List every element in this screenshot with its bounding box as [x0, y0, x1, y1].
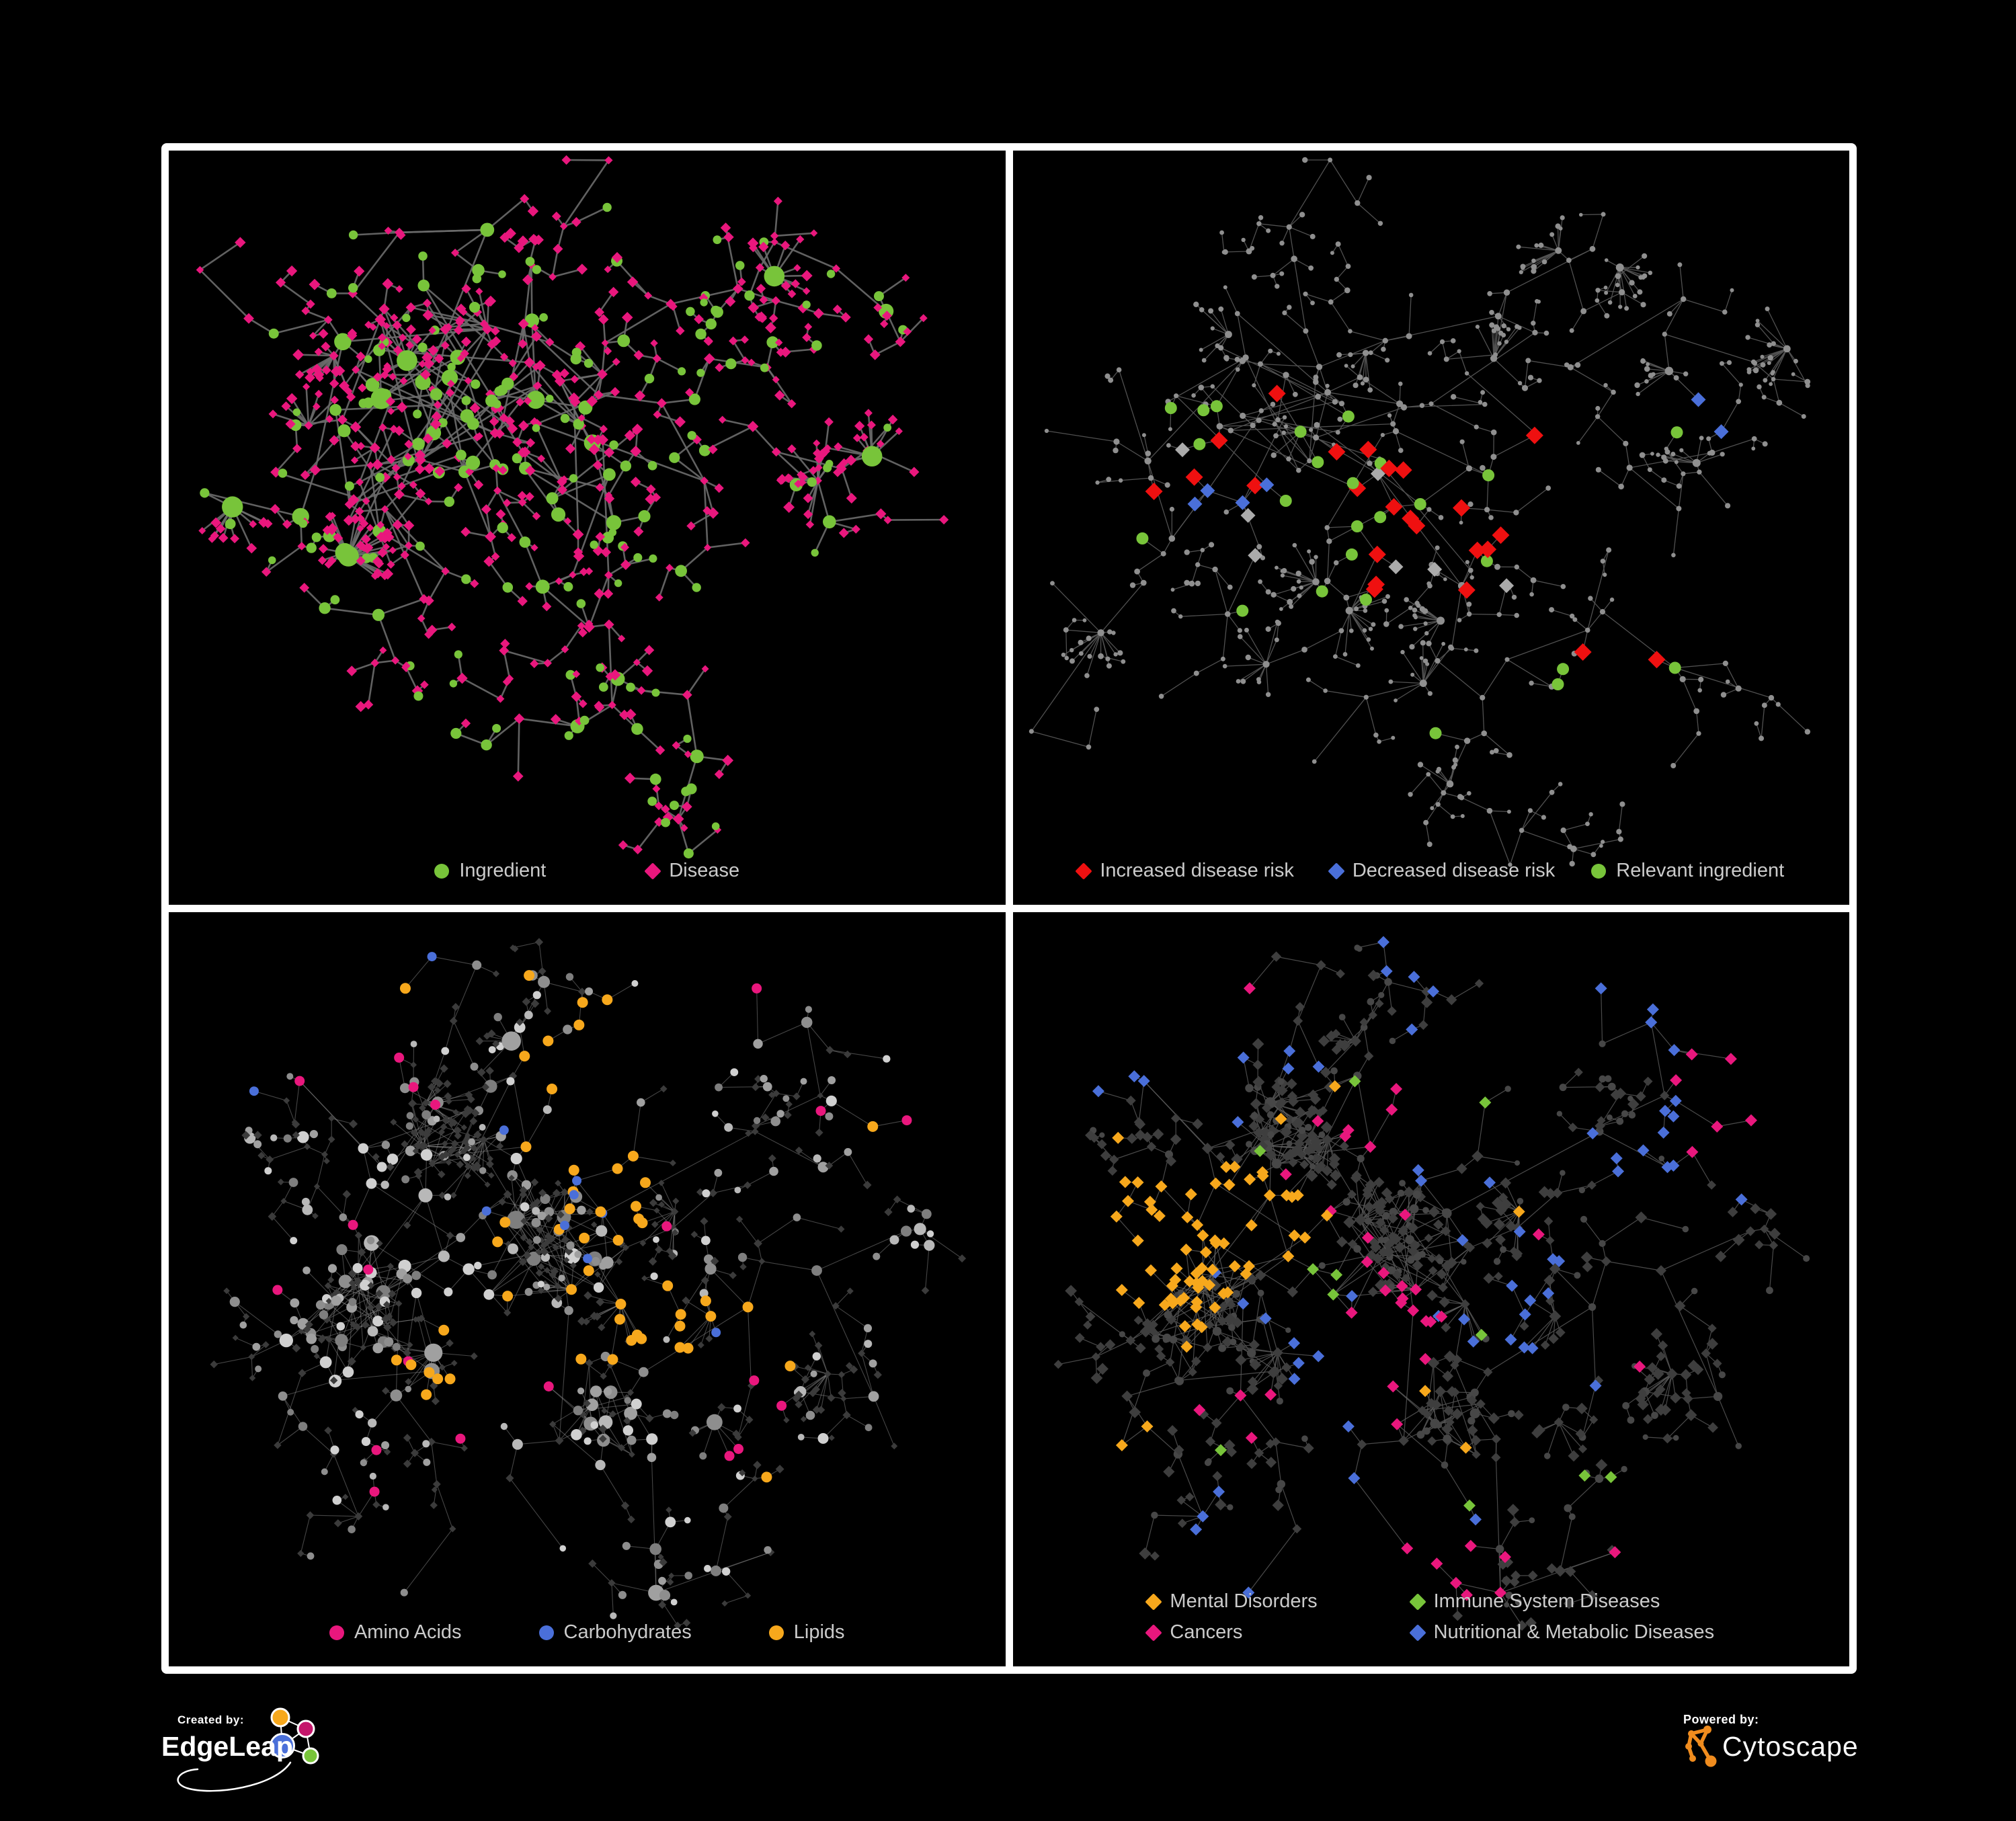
- legend: Mental Disorders Immune System Diseases Ca…: [1013, 1590, 1850, 1644]
- legend-marker-increased-disease-risk-icon: [1076, 862, 1092, 879]
- legend-item: Disease: [647, 860, 739, 882]
- network-graph: [1013, 151, 1850, 905]
- orange-node-icon: [272, 1709, 289, 1726]
- legend: Amino Acids Carbohydrates Lipids: [169, 1621, 1006, 1644]
- cytoscape-logo: Powered by: Cytoscape: [1666, 1703, 1988, 1784]
- legend-label: Increased disease risk: [1100, 860, 1294, 882]
- panel-disease-classes: Mental Disorders Immune System Diseases Ca…: [1013, 912, 1850, 1666]
- legend-label: Cancers: [1170, 1621, 1242, 1644]
- legend-item: Increased disease risk: [1078, 860, 1294, 882]
- network-graph: [1013, 912, 1850, 1666]
- legend-item: Carbohydrates: [539, 1621, 692, 1644]
- panel-disease-risk: Increased disease risk Decreased disease …: [1013, 151, 1850, 905]
- legend-label: Relevant ingredient: [1616, 860, 1784, 882]
- legend-item: Nutritional & Metabolic Diseases: [1412, 1621, 1714, 1644]
- panel-ingredient-disease: Ingredient Disease: [169, 151, 1006, 905]
- legend-marker-amino-acids-icon: [329, 1625, 344, 1640]
- legend-label: Mental Disorders: [1170, 1590, 1317, 1613]
- legend-marker-lipids-icon: [769, 1625, 784, 1640]
- magenta-node-icon: [298, 1721, 314, 1737]
- nodes-layer: [210, 938, 966, 1629]
- legend-item: Cancers: [1147, 1621, 1317, 1644]
- legend-marker-ingredient-icon: [434, 864, 449, 879]
- legend-item: Mental Disorders: [1147, 1590, 1317, 1613]
- network-graph: [169, 151, 1006, 905]
- created-by-label: Created by:: [177, 1713, 244, 1726]
- legend-marker-carbohydrates-icon: [539, 1625, 554, 1640]
- legend-item: Relevant ingredient: [1591, 860, 1784, 882]
- edgeleap-swoosh: [178, 1763, 290, 1791]
- legend-marker-nutritional-metabolic-diseases-icon: [1409, 1624, 1426, 1641]
- legend-item: Amino Acids: [329, 1621, 462, 1644]
- legend-item: Decreased disease risk: [1330, 860, 1555, 882]
- edges-layer: [1031, 160, 1808, 864]
- legend: Increased disease risk Decreased disease …: [1013, 860, 1850, 882]
- cytoscape-icon: [1685, 1726, 1717, 1767]
- green-node-icon: [303, 1748, 318, 1763]
- edges-layer: [200, 160, 944, 854]
- legend-marker-immune-system-diseases-icon: [1409, 1593, 1426, 1610]
- legend-label: Ingredient: [459, 860, 546, 882]
- network-graph: [169, 912, 1006, 1666]
- edgeleap-brand-text: EdgeLeap: [161, 1731, 293, 1762]
- nodes-layer: [1029, 157, 1810, 867]
- legend-item: Ingredient: [434, 860, 546, 882]
- legend-label: Lipids: [794, 1621, 845, 1644]
- legend-label: Decreased disease risk: [1353, 860, 1555, 882]
- legend-marker-mental-disorders-icon: [1145, 1593, 1162, 1610]
- legend-item: Immune System Diseases: [1412, 1590, 1714, 1613]
- edgeleap-logo: Created by: EdgeLeap: [159, 1703, 374, 1821]
- legend-item: Lipids: [769, 1621, 845, 1644]
- legend-marker-relevant-ingredient-icon: [1591, 864, 1606, 879]
- legend-label: Nutritional & Metabolic Diseases: [1434, 1621, 1714, 1644]
- legend-label: Disease: [669, 860, 739, 882]
- legend-marker-decreased-disease-risk-icon: [1328, 862, 1344, 879]
- legend: Ingredient Disease: [169, 860, 1006, 882]
- powered-by-label: Powered by:: [1683, 1713, 1759, 1726]
- edges-layer: [214, 942, 962, 1626]
- panel-ingredient-classes: Amino Acids Carbohydrates Lipids: [169, 912, 1006, 1666]
- cytoscape-brand-text: Cytoscape: [1722, 1731, 1859, 1762]
- legend-marker-disease-icon: [645, 862, 661, 879]
- legend-label: Immune System Diseases: [1434, 1590, 1660, 1613]
- legend-marker-cancers-icon: [1145, 1624, 1162, 1641]
- four-panel-figure: Ingredient Disease Increased disease risk…: [161, 143, 1857, 1674]
- nodes-layer: [196, 155, 949, 858]
- highlighted-nodes-layer: [1092, 936, 1757, 1601]
- legend-label: Amino Acids: [354, 1621, 462, 1644]
- legend-label: Carbohydrates: [564, 1621, 692, 1644]
